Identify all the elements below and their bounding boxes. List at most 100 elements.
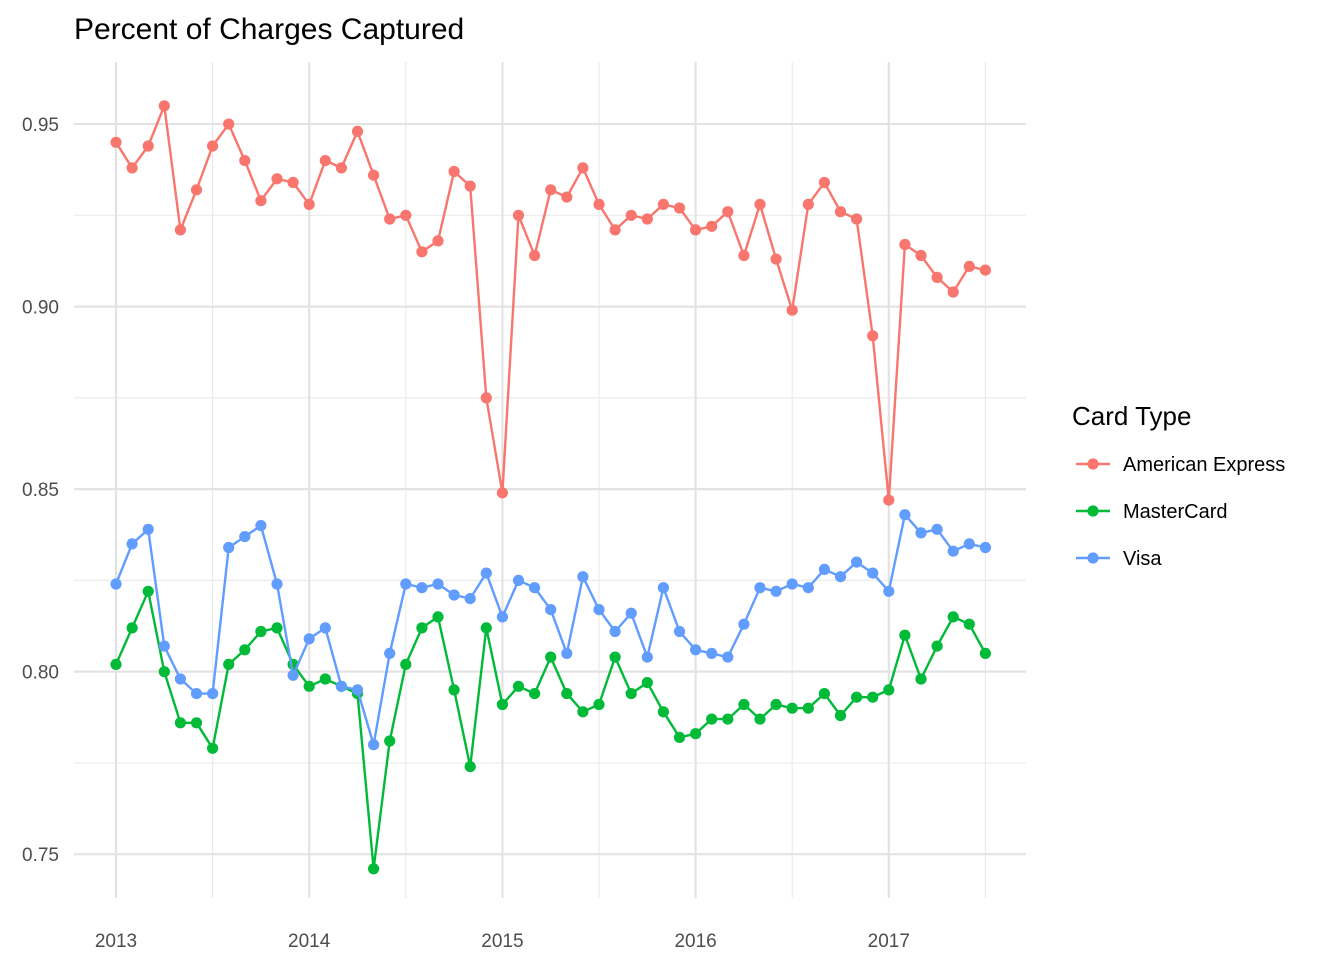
data-point-american-express [963, 260, 975, 272]
data-point-mastercard [641, 677, 653, 689]
data-point-american-express [142, 140, 154, 152]
data-point-mastercard [593, 698, 605, 711]
data-point-mastercard [190, 717, 203, 729]
data-point-mastercard [416, 622, 428, 634]
data-point-visa [335, 680, 347, 692]
data-point-mastercard [303, 680, 315, 692]
data-point-visa [271, 578, 283, 590]
data-point-mastercard [448, 684, 460, 696]
legend-label: American Express [1123, 454, 1285, 476]
data-point-american-express [464, 180, 476, 192]
data-point-american-express [158, 100, 170, 112]
data-point-mastercard [883, 684, 895, 696]
data-point-mastercard [851, 691, 863, 703]
data-point-american-express [947, 286, 959, 298]
data-point-american-express [174, 224, 186, 236]
data-point-visa [158, 640, 170, 652]
data-point-american-express [384, 213, 396, 225]
series-mastercard [110, 585, 992, 875]
data-point-visa [593, 604, 605, 616]
data-point-visa [319, 622, 331, 634]
data-point-american-express [416, 246, 428, 258]
data-point-american-express [722, 206, 734, 218]
data-point-visa [287, 669, 299, 681]
data-point-american-express [561, 191, 573, 203]
data-point-american-express [673, 202, 686, 214]
y-tick-label: 0.75 [22, 845, 59, 866]
data-point-american-express [593, 198, 605, 210]
chart-title: Percent of Charges Captured [74, 13, 464, 46]
data-point-visa [738, 618, 750, 630]
data-point-visa [770, 585, 782, 597]
data-point-mastercard [142, 585, 154, 597]
data-point-american-express [770, 253, 782, 265]
data-point-mastercard [818, 688, 831, 700]
data-point-mastercard [947, 611, 959, 623]
data-point-mastercard [802, 702, 814, 714]
data-point-mastercard [690, 728, 702, 740]
data-point-visa [368, 739, 380, 751]
data-point-american-express [223, 118, 235, 130]
data-point-visa [673, 625, 686, 638]
series-line-mastercard [114, 590, 987, 870]
data-point-visa [625, 607, 637, 619]
data-point-american-express [319, 155, 331, 167]
data-point-american-express [400, 209, 412, 221]
data-point-mastercard [577, 706, 589, 718]
data-point-american-express [883, 494, 895, 506]
data-point-mastercard [126, 622, 138, 634]
data-point-american-express [190, 184, 203, 196]
data-point-visa [915, 527, 927, 539]
data-point-mastercard [255, 625, 267, 638]
data-point-american-express [335, 162, 347, 174]
data-point-american-express [287, 176, 299, 189]
x-tick-label: 2013 [95, 931, 137, 952]
data-point-american-express [110, 136, 122, 148]
data-point-mastercard [899, 629, 911, 641]
data-point-american-express [545, 184, 557, 196]
data-point-american-express [480, 392, 492, 404]
legend-key-point [1087, 458, 1099, 470]
data-point-mastercard [496, 698, 508, 711]
data-point-mastercard [979, 647, 992, 660]
data-point-american-express [754, 198, 766, 210]
data-point-mastercard [609, 651, 621, 663]
data-point-mastercard [706, 713, 718, 725]
data-point-mastercard [545, 651, 557, 663]
data-point-visa [802, 582, 814, 594]
data-point-visa [561, 647, 573, 660]
data-point-american-express [448, 165, 460, 178]
legend-item-mastercard: MasterCard [1076, 501, 1227, 523]
y-tick-label: 0.90 [22, 298, 59, 319]
data-point-visa [142, 523, 154, 535]
data-point-american-express [915, 249, 927, 262]
data-point-mastercard [480, 622, 492, 634]
series-american-express [110, 100, 992, 506]
data-point-american-express [867, 330, 879, 342]
data-point-mastercard [158, 666, 170, 678]
legend-key-point [1087, 552, 1099, 564]
data-point-american-express [239, 155, 251, 167]
data-point-mastercard [432, 611, 444, 623]
data-point-visa [512, 574, 525, 587]
data-point-visa [963, 538, 975, 550]
data-point-american-express [786, 304, 798, 316]
data-point-american-express [738, 249, 750, 262]
data-point-visa [529, 582, 541, 594]
data-point-visa [480, 567, 492, 579]
data-point-mastercard [110, 658, 122, 671]
data-point-visa [641, 651, 653, 663]
data-point-american-express [899, 238, 911, 251]
data-point-visa [818, 563, 831, 576]
data-point-visa [754, 582, 766, 594]
data-point-visa [577, 571, 589, 583]
data-point-american-express [432, 235, 444, 247]
data-point-visa [851, 556, 863, 568]
data-point-american-express [818, 176, 831, 189]
data-point-visa [545, 604, 557, 616]
y-tick-label: 0.85 [22, 480, 59, 501]
legend-label: Visa [1123, 548, 1162, 570]
data-point-visa [223, 541, 235, 554]
data-point-visa [126, 538, 138, 550]
